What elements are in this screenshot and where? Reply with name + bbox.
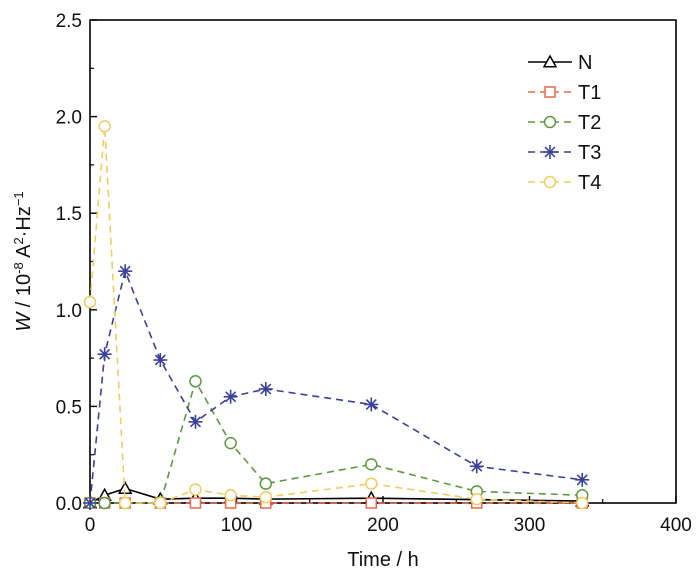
y-tick-label: 0.5 <box>56 397 82 418</box>
legend-label-t1: T1 <box>578 82 601 104</box>
asterisk-stroke <box>84 497 96 509</box>
asterisk-stroke <box>471 460 483 472</box>
x-tick-label: 0 <box>85 515 96 536</box>
data-point-t4 <box>98 120 111 133</box>
data-point-t4 <box>118 496 132 510</box>
y-axis-unit2: ·Hz <box>13 206 35 237</box>
series-line-t3 <box>89 268 583 504</box>
data-point-t3 <box>469 459 484 474</box>
legend-item-t1: T1 <box>528 82 601 104</box>
legend-item-t3: T3 <box>528 142 601 164</box>
y-tick-label: 0.0 <box>56 494 82 515</box>
data-point-t3 <box>258 382 273 397</box>
legend-label-t2: T2 <box>578 112 601 134</box>
y-tick-label: 1.0 <box>56 301 82 322</box>
legend-marker-t3 <box>543 145 557 159</box>
series-t3 <box>83 264 590 510</box>
y-axis-symbol: W <box>13 311 35 332</box>
data-point-t4 <box>575 496 589 510</box>
data-point-t2 <box>259 477 273 490</box>
x-tick-label: 400 <box>660 515 692 536</box>
legend-marker-n <box>542 54 558 68</box>
asterisk-stroke <box>154 354 166 366</box>
asterisk-stroke <box>225 391 237 403</box>
asterisk-stroke <box>99 348 111 360</box>
asterisk-stroke <box>576 474 588 486</box>
data-point-t1 <box>189 497 202 509</box>
data-point-t2 <box>365 458 378 471</box>
x-tick-label: 100 <box>221 515 253 536</box>
data-point-t1 <box>365 497 378 509</box>
data-point-t4 <box>189 483 202 496</box>
y-axis-title: W / 10-8 A2·Hz−1 <box>11 191 36 331</box>
y-tick-label: 1.5 <box>56 204 82 225</box>
legend: N T1 T2 T3 T4 <box>528 52 601 194</box>
x-axis-title: Time / h <box>347 549 419 571</box>
y-tick-label: 2.5 <box>56 11 82 32</box>
data-point-t2 <box>189 375 202 388</box>
data-point-t4 <box>224 489 237 502</box>
legend-marker-t2 <box>543 115 557 129</box>
data-point-t3 <box>188 414 203 429</box>
series-line-t4 <box>89 126 583 504</box>
y-axis-exp3: −1 <box>11 191 26 206</box>
data-point-t3 <box>83 496 97 510</box>
data-point-t4 <box>83 295 97 309</box>
legend-label-t4: T4 <box>578 172 601 194</box>
series-layer <box>82 120 590 510</box>
x-tick-label: 200 <box>367 515 399 536</box>
legend-label-t3: T3 <box>578 142 601 164</box>
data-point-t3 <box>575 472 590 487</box>
data-point-t4 <box>470 492 484 506</box>
y-axis-unit1: A <box>13 244 35 262</box>
data-point-t3 <box>364 397 379 412</box>
legend-item-t2: T2 <box>528 112 601 134</box>
y-axis-exp1: -8 <box>11 262 26 274</box>
asterisk-stroke <box>119 265 131 277</box>
data-point-t4 <box>259 490 273 504</box>
series-t4 <box>83 120 589 510</box>
data-point-t3 <box>153 353 168 368</box>
y-tick-label: 2.0 <box>56 108 82 129</box>
legend-marker-t4 <box>543 175 557 189</box>
data-point-t4 <box>365 477 378 490</box>
asterisk-stroke <box>260 383 272 395</box>
x-tick-label: 300 <box>514 515 546 536</box>
data-point-t3 <box>118 264 133 279</box>
data-point-t3 <box>223 389 238 404</box>
data-point-t4 <box>154 496 167 510</box>
data-point-t3 <box>97 347 112 362</box>
data-point-t2 <box>98 496 111 510</box>
asterisk-stroke <box>189 416 201 428</box>
legend-label-n: N <box>578 52 592 74</box>
asterisk-stroke <box>365 398 377 410</box>
series-line-t2 <box>90 379 583 504</box>
y-axis-exp2: 2 <box>11 237 26 244</box>
legend-marker-t1 <box>544 86 556 98</box>
legend-item-n: N <box>528 52 592 74</box>
asterisk-stroke <box>544 146 556 158</box>
data-point-t2 <box>224 436 237 450</box>
legend-item-t4: T4 <box>528 172 601 194</box>
y-axis-sep: / 10 <box>13 274 35 313</box>
